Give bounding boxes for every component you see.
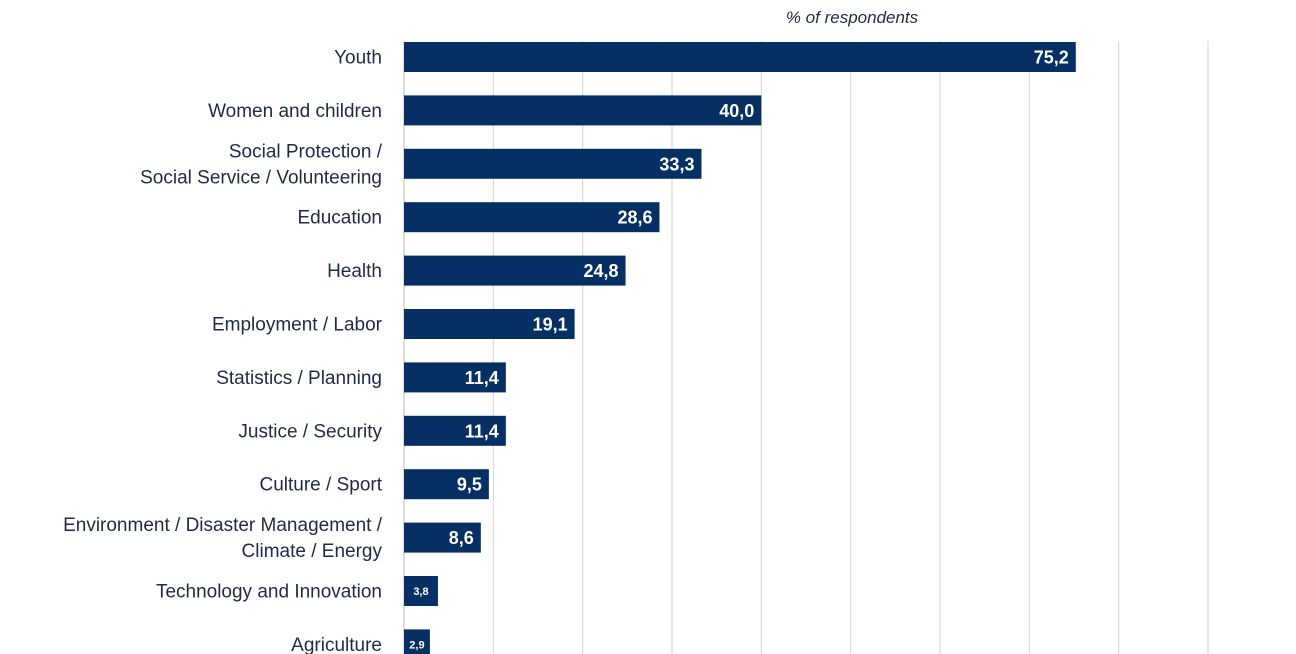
category-label-line: Social Protection /: [229, 141, 383, 162]
category-label: Women and children: [208, 101, 382, 122]
category-label-line: Technology and Innovation: [156, 582, 382, 603]
category-label-line: Women and children: [208, 101, 382, 122]
bar: [404, 415, 506, 446]
category-label-line: Youth: [334, 48, 382, 69]
bar-value-label: 28,6: [617, 208, 652, 228]
grid-lines: [403, 41, 1209, 654]
bar-value-label: 75,2: [1034, 48, 1069, 68]
bar: [404, 309, 575, 339]
category-label-line: Agriculture: [291, 635, 382, 654]
category-label: Justice / Security: [238, 421, 382, 442]
bar: [404, 522, 481, 553]
bar: [404, 469, 489, 500]
category-label-line: Justice / Security: [238, 421, 382, 442]
bar-value-label: 11,4: [465, 368, 499, 388]
bar: [404, 148, 702, 179]
bar: [404, 362, 506, 393]
category-label-line: Health: [327, 261, 382, 282]
category-label-line: Education: [297, 208, 382, 229]
category-labels: Youth Women and children Social Protection…: [63, 48, 383, 654]
category-label-line: Employment / Labor: [212, 315, 383, 336]
category-label: Social Protection / Social Service / Volu…: [140, 141, 383, 188]
bar-value-label: 19,1: [533, 315, 568, 335]
bar: [404, 202, 660, 233]
category-label-line: Statistics / Planning: [216, 368, 382, 389]
bar: [404, 576, 438, 606]
category-label: Agriculture: [291, 635, 382, 654]
category-label: Employment / Labor: [212, 315, 383, 336]
category-label-line: Climate / Energy: [242, 541, 383, 562]
bar-value-label: 24,8: [583, 261, 618, 281]
category-label: Health: [327, 261, 382, 282]
bar-value-label: 11,4: [465, 421, 499, 441]
category-label: Environment / Disaster Management / Clima…: [63, 515, 383, 562]
bar: [404, 629, 430, 654]
bar: [404, 42, 1076, 72]
category-label: Youth: [334, 48, 382, 69]
bar-value-label: 40,0: [719, 101, 754, 121]
bar: [404, 255, 626, 286]
bar: [404, 95, 762, 126]
chart-subtitle: % of respondents: [786, 8, 919, 27]
bar-value-label: 9,5: [457, 475, 482, 495]
bar-value-label: 33,3: [659, 154, 694, 174]
category-label: Technology and Innovation: [156, 582, 382, 603]
bars: 75,2 40,0 33,3 28,6 24,8 19,1 11,4 11,4 9,5 8,6 3,…: [404, 42, 1076, 654]
bar-value-label: 2,9: [409, 639, 424, 651]
category-label-line: Social Service / Volunteering: [140, 167, 382, 188]
category-label: Culture / Sport: [260, 475, 383, 496]
bar-value-label: 3,8: [413, 586, 428, 598]
category-label-line: Culture / Sport: [260, 475, 383, 496]
bar-value-label: 8,6: [449, 528, 474, 548]
category-label: Statistics / Planning: [216, 368, 382, 389]
category-label-line: Environment / Disaster Management /: [63, 515, 383, 536]
category-label: Education: [297, 208, 382, 229]
